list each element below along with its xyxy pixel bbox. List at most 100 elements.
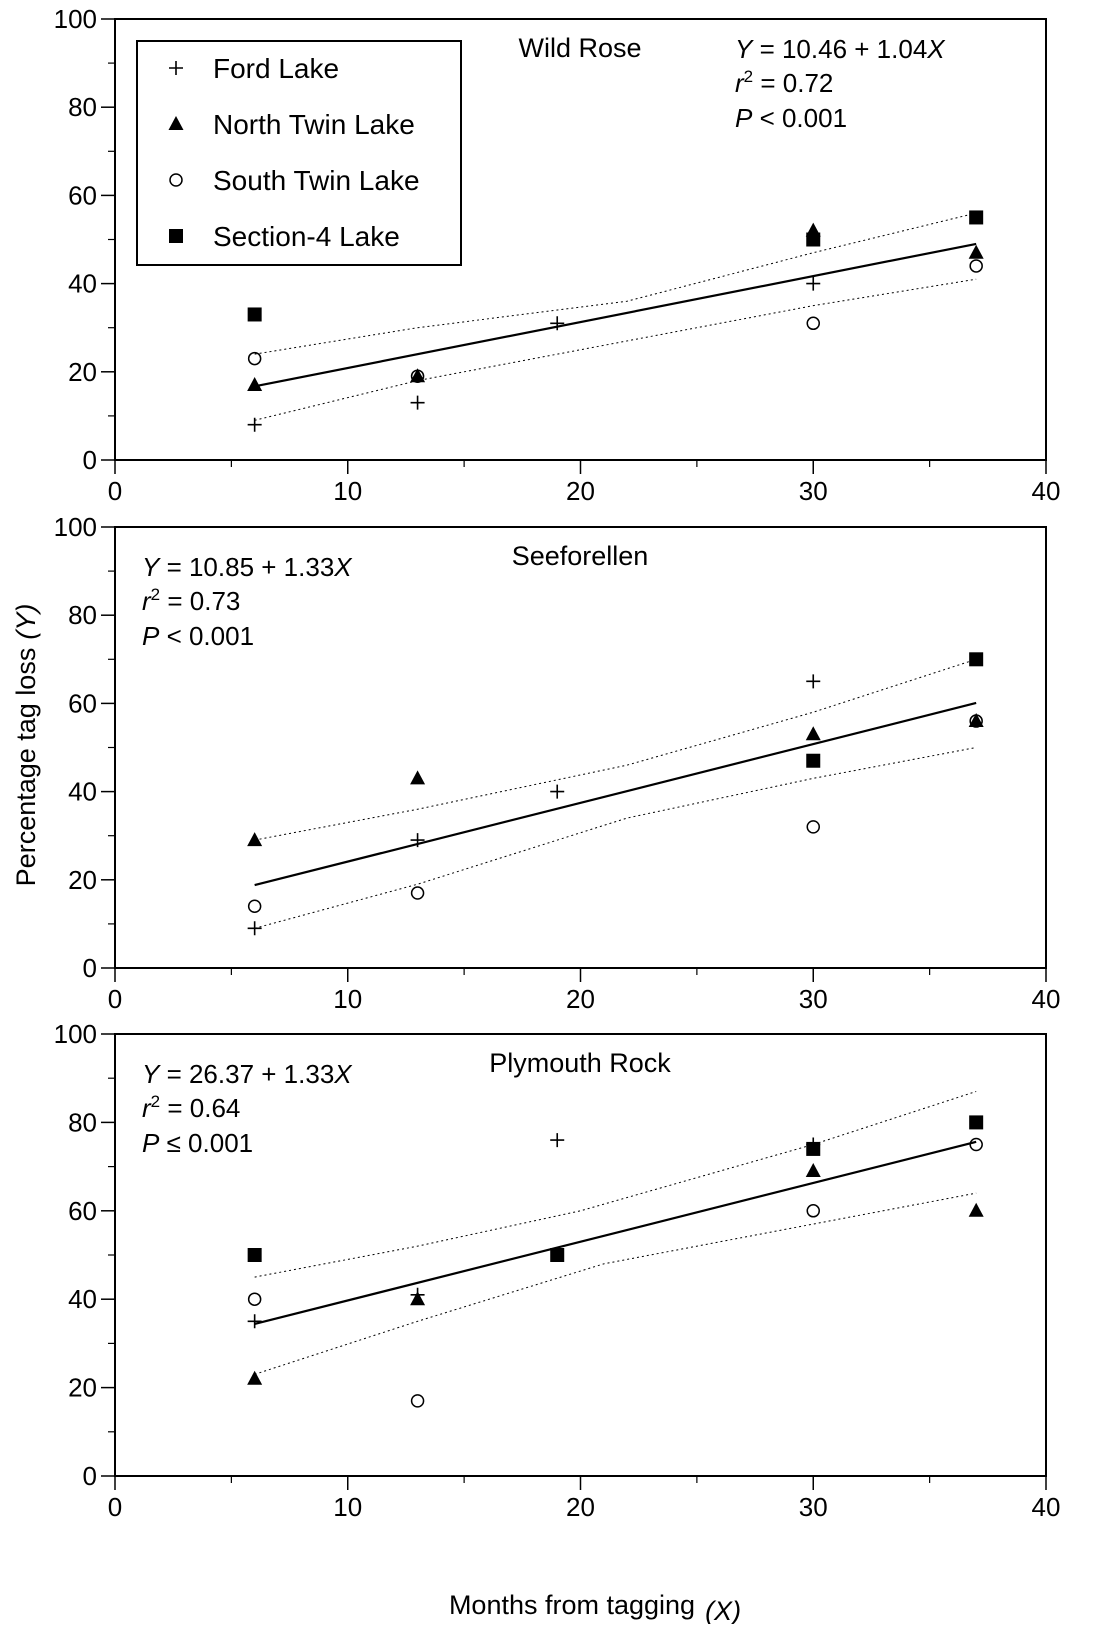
x-tick-label: 40	[1032, 476, 1061, 506]
y-tick-label: 60	[68, 1196, 97, 1226]
data-point-open-circle	[247, 351, 262, 366]
x-tick-label: 40	[1032, 1492, 1061, 1522]
data-point-open-circle	[969, 714, 983, 728]
x-tick-label: 0	[108, 1492, 122, 1522]
x-tick-label: 30	[799, 476, 828, 506]
x-tick-label: 0	[108, 984, 122, 1014]
legend-label: North Twin Lake	[213, 109, 415, 140]
data-point-open-circle	[806, 1204, 820, 1218]
r-squared-line: r2 = 0.72	[735, 67, 833, 98]
data-point-open-circle	[806, 820, 820, 834]
confidence-band-upper	[254, 1090, 977, 1278]
x-axis-title-var: (X)	[705, 1596, 741, 1624]
data-point-open-circle	[806, 316, 820, 331]
y-tick-label: 0	[83, 1461, 97, 1491]
data-point-filled-square	[550, 1248, 565, 1262]
x-tick-label: 20	[566, 1492, 595, 1522]
y-tick-label: 0	[83, 445, 97, 475]
r-squared-line: r2 = 0.73	[142, 585, 240, 616]
data-point-plus	[247, 1314, 262, 1329]
legend: Ford Lake North Twin Lake South Twin Lake S…	[136, 40, 462, 266]
data-point-open-circle	[969, 259, 983, 273]
y-tick-label: 0	[83, 953, 97, 983]
plus-icon	[169, 61, 183, 75]
p-value-line: P < 0.001	[142, 621, 254, 651]
chart-panel-1: 0 20 40 60 80 100 0 10 20 30 40 Wild Rose Y = 10.46 …	[54, 4, 1061, 506]
legend-label: Ford Lake	[213, 53, 339, 84]
panel-title: Wild Rose	[518, 33, 641, 63]
data-point-plus	[550, 1133, 565, 1148]
x-tick-label: 40	[1032, 984, 1061, 1014]
x-tick-label: 10	[333, 1492, 362, 1522]
data-point-filled-square	[969, 1115, 984, 1130]
data-point-plus	[806, 674, 821, 689]
y-axis-title-text: Percentage tag loss	[11, 648, 41, 887]
x-tick-label: 30	[799, 984, 828, 1014]
regression-line	[254, 1140, 977, 1326]
data-point-filled-triangle	[805, 726, 821, 741]
y-axis-title: Percentage tag loss (Y)	[11, 604, 41, 887]
y-tick-label: 20	[68, 357, 97, 387]
data-point-open-circle	[410, 886, 425, 900]
plot-frame	[114, 526, 1047, 969]
data-point-filled-square	[969, 210, 984, 225]
legend-item: North Twin Lake	[168, 109, 415, 140]
legend-item: Section-4 Lake	[169, 221, 400, 252]
x-tick-label: 20	[566, 476, 595, 506]
panel-title: Seeforellen	[512, 541, 649, 571]
filled-triangle-icon	[168, 116, 184, 130]
legend-label: South Twin Lake	[213, 165, 420, 196]
confidence-band-lower	[254, 747, 977, 929]
data-point-filled-square	[247, 1248, 262, 1262]
y-tick-label: 40	[68, 1284, 97, 1314]
p-value-line: P ≤ 0.001	[142, 1128, 253, 1158]
data-point-filled-square	[247, 307, 262, 322]
y-tick-label: 80	[68, 92, 97, 122]
confidence-band-lower	[254, 278, 977, 421]
data-point-filled-triangle	[247, 1370, 263, 1385]
equation-line: Y = 26.37 + 1.33X	[142, 1059, 353, 1089]
data-point-plus	[550, 316, 565, 331]
legend-label: Section-4 Lake	[213, 221, 400, 252]
data-point-filled-triangle	[410, 770, 426, 785]
y-tick-label: 100	[54, 4, 97, 34]
y-tick-label: 20	[68, 865, 97, 895]
chart-panel-2: 0 20 40 60 80 100 0 10 20 30 40 Seeforellen Y = 10.8…	[54, 512, 1061, 1014]
data-point-filled-square	[806, 753, 821, 768]
data-point-open-circle	[410, 369, 425, 383]
legend-item: Ford Lake	[169, 53, 339, 84]
data-point-filled-triangle	[247, 377, 263, 392]
filled-square-icon	[169, 229, 183, 243]
regression-line	[254, 242, 977, 388]
data-point-plus	[247, 417, 262, 432]
panel-title: Plymouth Rock	[489, 1048, 671, 1078]
data-point-filled-square	[806, 232, 821, 247]
data-point-plus	[410, 395, 425, 410]
y-tick-label: 80	[68, 600, 97, 630]
confidence-band-upper	[254, 212, 977, 355]
data-point-open-circle	[247, 1292, 262, 1306]
x-tick-label: 10	[333, 984, 362, 1014]
confidence-band-lower	[254, 1192, 977, 1375]
data-point-filled-triangle	[805, 1163, 821, 1178]
x-axis-title: Months from tagging (X)	[449, 1590, 741, 1624]
r-squared-line: r2 = 0.64	[142, 1092, 240, 1123]
data-point-filled-triangle	[247, 832, 263, 847]
data-point-filled-triangle	[410, 1291, 426, 1306]
data-point-filled-square	[806, 1141, 821, 1156]
y-tick-label: 60	[68, 180, 97, 210]
y-tick-label: 40	[68, 777, 97, 807]
data-point-plus	[247, 921, 262, 936]
open-circle-icon	[169, 173, 183, 187]
y-tick-label: 40	[68, 269, 97, 299]
equation-line: Y = 10.85 + 1.33X	[142, 552, 353, 582]
data-point-filled-triangle	[968, 1202, 984, 1217]
legend-item: South Twin Lake	[169, 165, 420, 196]
data-point-filled-triangle	[410, 368, 426, 383]
y-tick-label: 100	[54, 1019, 97, 1049]
data-point-plus	[550, 784, 565, 799]
